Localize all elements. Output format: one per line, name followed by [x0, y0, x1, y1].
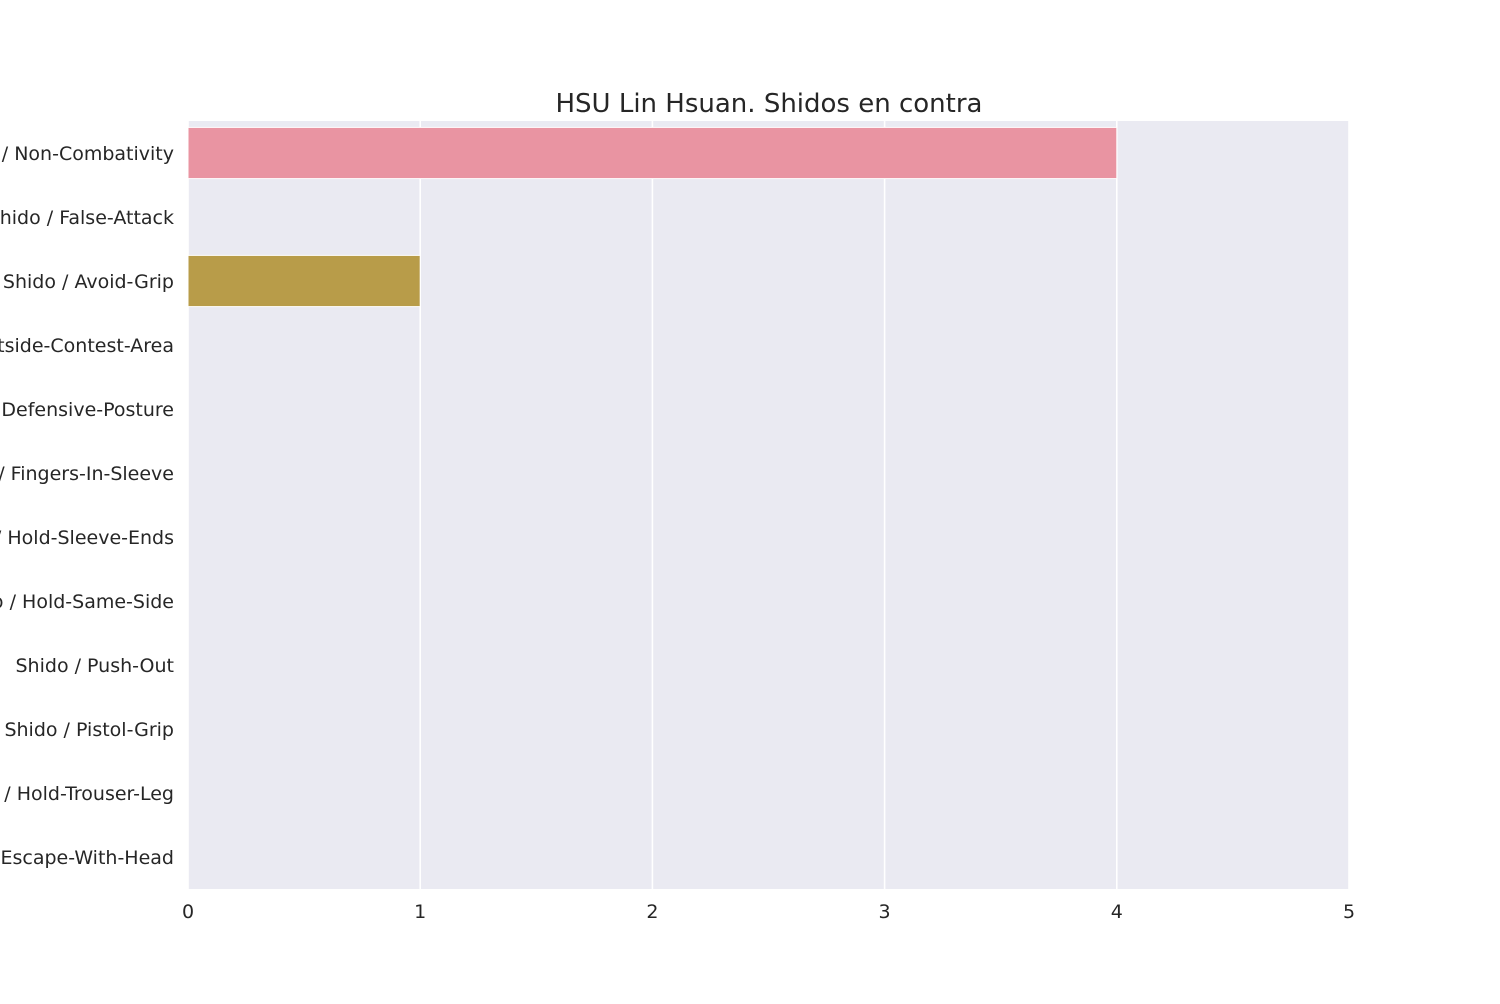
y-tick-label: Shido / Defensive-Posture	[0, 399, 174, 421]
y-tick-label: Shido / Pistol-Grip	[4, 719, 174, 741]
x-tick-label: 5	[1343, 901, 1355, 923]
bar	[188, 254, 421, 308]
chart-title: HSU Lin Hsuan. Shidos en contra	[556, 89, 983, 119]
y-tick-label: Shido / Escape-With-Head	[0, 847, 174, 869]
y-tick-label: Shido / Outside-Contest-Area	[0, 335, 174, 357]
y-tick-label: Shido / Hold-Same-Side	[0, 591, 174, 613]
y-tick-label: Shido / Avoid-Grip	[3, 271, 174, 293]
y-tick-label: Shido / Fingers-In-Sleeve	[0, 463, 174, 485]
y-tick-label: Shido / False-Attack	[0, 207, 174, 229]
bars-group	[188, 126, 1118, 308]
y-tick-label: Shido / Hold-Trouser-Leg	[0, 783, 174, 805]
y-tick-label: Shido / Push-Out	[16, 655, 175, 677]
x-tick-label: 1	[414, 901, 426, 923]
bar	[188, 126, 1118, 180]
x-tick-label: 2	[646, 901, 658, 923]
x-tick-label: 4	[1111, 901, 1123, 923]
plot-background	[188, 121, 1349, 889]
y-tick-label: Shido / Hold-Sleeve-Ends	[0, 527, 174, 549]
y-tick-label: Shido / Non-Combativity	[0, 143, 174, 165]
x-tick-label: 0	[182, 901, 194, 923]
x-tick-label: 3	[879, 901, 891, 923]
